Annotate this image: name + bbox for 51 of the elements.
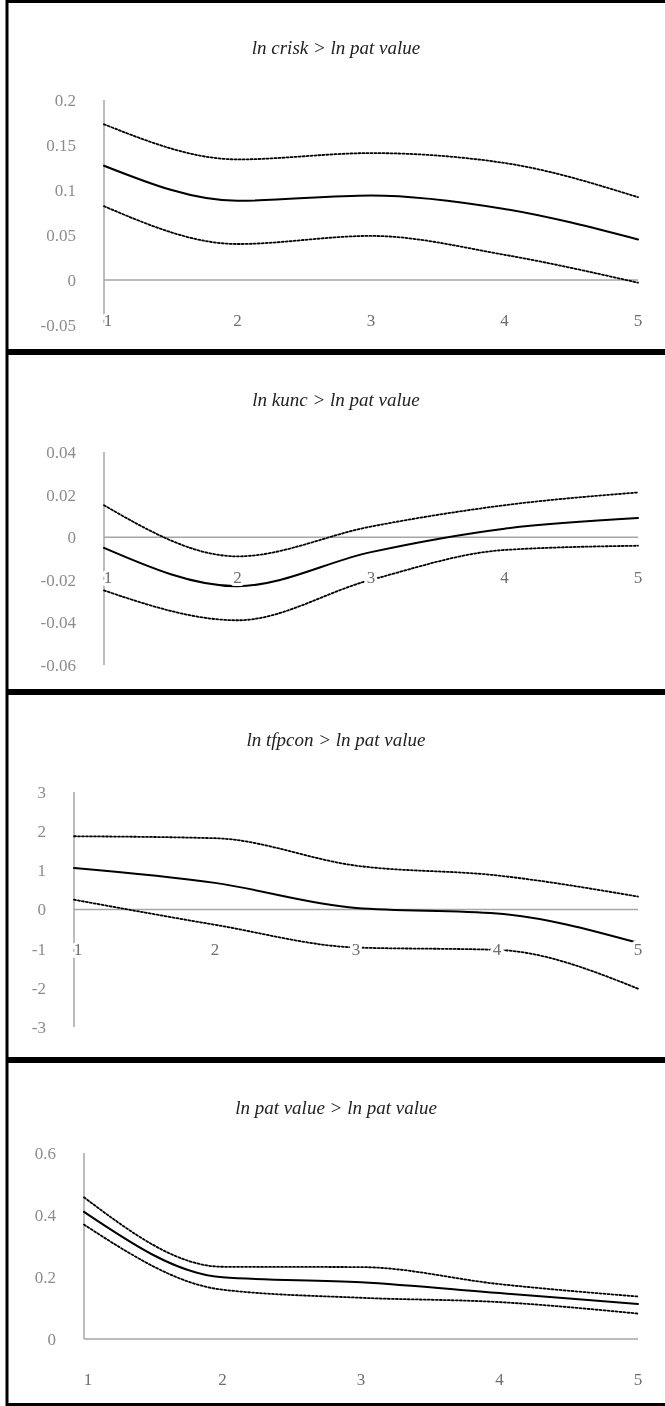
x-tick-label: 2 (218, 1369, 227, 1389)
y-tick-label: 0 (37, 900, 46, 920)
y-tick-label: 2 (37, 822, 46, 842)
x-tick-label: 2 (233, 310, 242, 330)
x-tick-label: 5 (633, 310, 643, 330)
y-tick-label: -2 (31, 978, 46, 998)
y-tick-label: 0.02 (46, 485, 76, 505)
y-tick-label: -0.06 (40, 655, 76, 675)
x-tick-label: 4 (500, 568, 510, 588)
y-tick-label: 0 (67, 270, 76, 290)
y-tick-label: -3 (31, 1017, 46, 1037)
chart-title: ln pat value > ln pat value (235, 1097, 437, 1118)
y-tick-label: 0 (67, 528, 76, 548)
y-tick-label: 0.2 (34, 1267, 56, 1287)
y-tick-label: 0.15 (46, 135, 76, 155)
y-tick-label: 0.6 (34, 1143, 56, 1163)
y-tick-label: 3 (37, 782, 46, 802)
line-series (103, 123, 639, 199)
x-tick-label: 1 (103, 310, 113, 330)
line-series (83, 1210, 639, 1305)
x-tick-label: 2 (233, 568, 242, 588)
x-tick-label: 5 (633, 1369, 643, 1389)
y-tick-label: -0.04 (40, 613, 77, 633)
x-tick-label: 1 (103, 568, 113, 588)
x-tick-label: 5 (633, 568, 643, 588)
y-tick-label: 0.1 (54, 180, 76, 200)
line-series (73, 835, 639, 898)
x-tick-label: 3 (366, 310, 376, 330)
x-tick-label: 5 (633, 940, 643, 960)
x-tick-label: 4 (495, 1369, 505, 1389)
line-series (103, 164, 639, 241)
chart-title: ln crisk > ln pat value (251, 37, 421, 58)
y-tick-label: 0.2 (54, 90, 76, 110)
x-tick-label: 1 (83, 1369, 93, 1389)
y-tick-label: 0.04 (46, 442, 77, 462)
x-tick-label: 3 (356, 1369, 366, 1389)
y-tick-label: 0 (47, 1329, 56, 1349)
y-tick-label: 0.4 (34, 1205, 57, 1225)
line-series (103, 205, 639, 284)
line-series (83, 1223, 639, 1315)
y-tick-label: -0.05 (40, 315, 76, 335)
x-tick-label: 2 (210, 940, 220, 960)
line-series (83, 1196, 639, 1298)
y-tick-label: 0.05 (46, 225, 76, 245)
y-tick-label: 1 (37, 861, 46, 881)
x-tick-label: 4 (500, 310, 510, 330)
chart-title: ln tfpcon > ln pat value (246, 729, 426, 750)
line-series (103, 491, 639, 558)
y-tick-label: -1 (31, 939, 46, 959)
chart-title: ln kunc > ln pat value (252, 389, 420, 410)
y-tick-label: -0.02 (40, 570, 76, 590)
